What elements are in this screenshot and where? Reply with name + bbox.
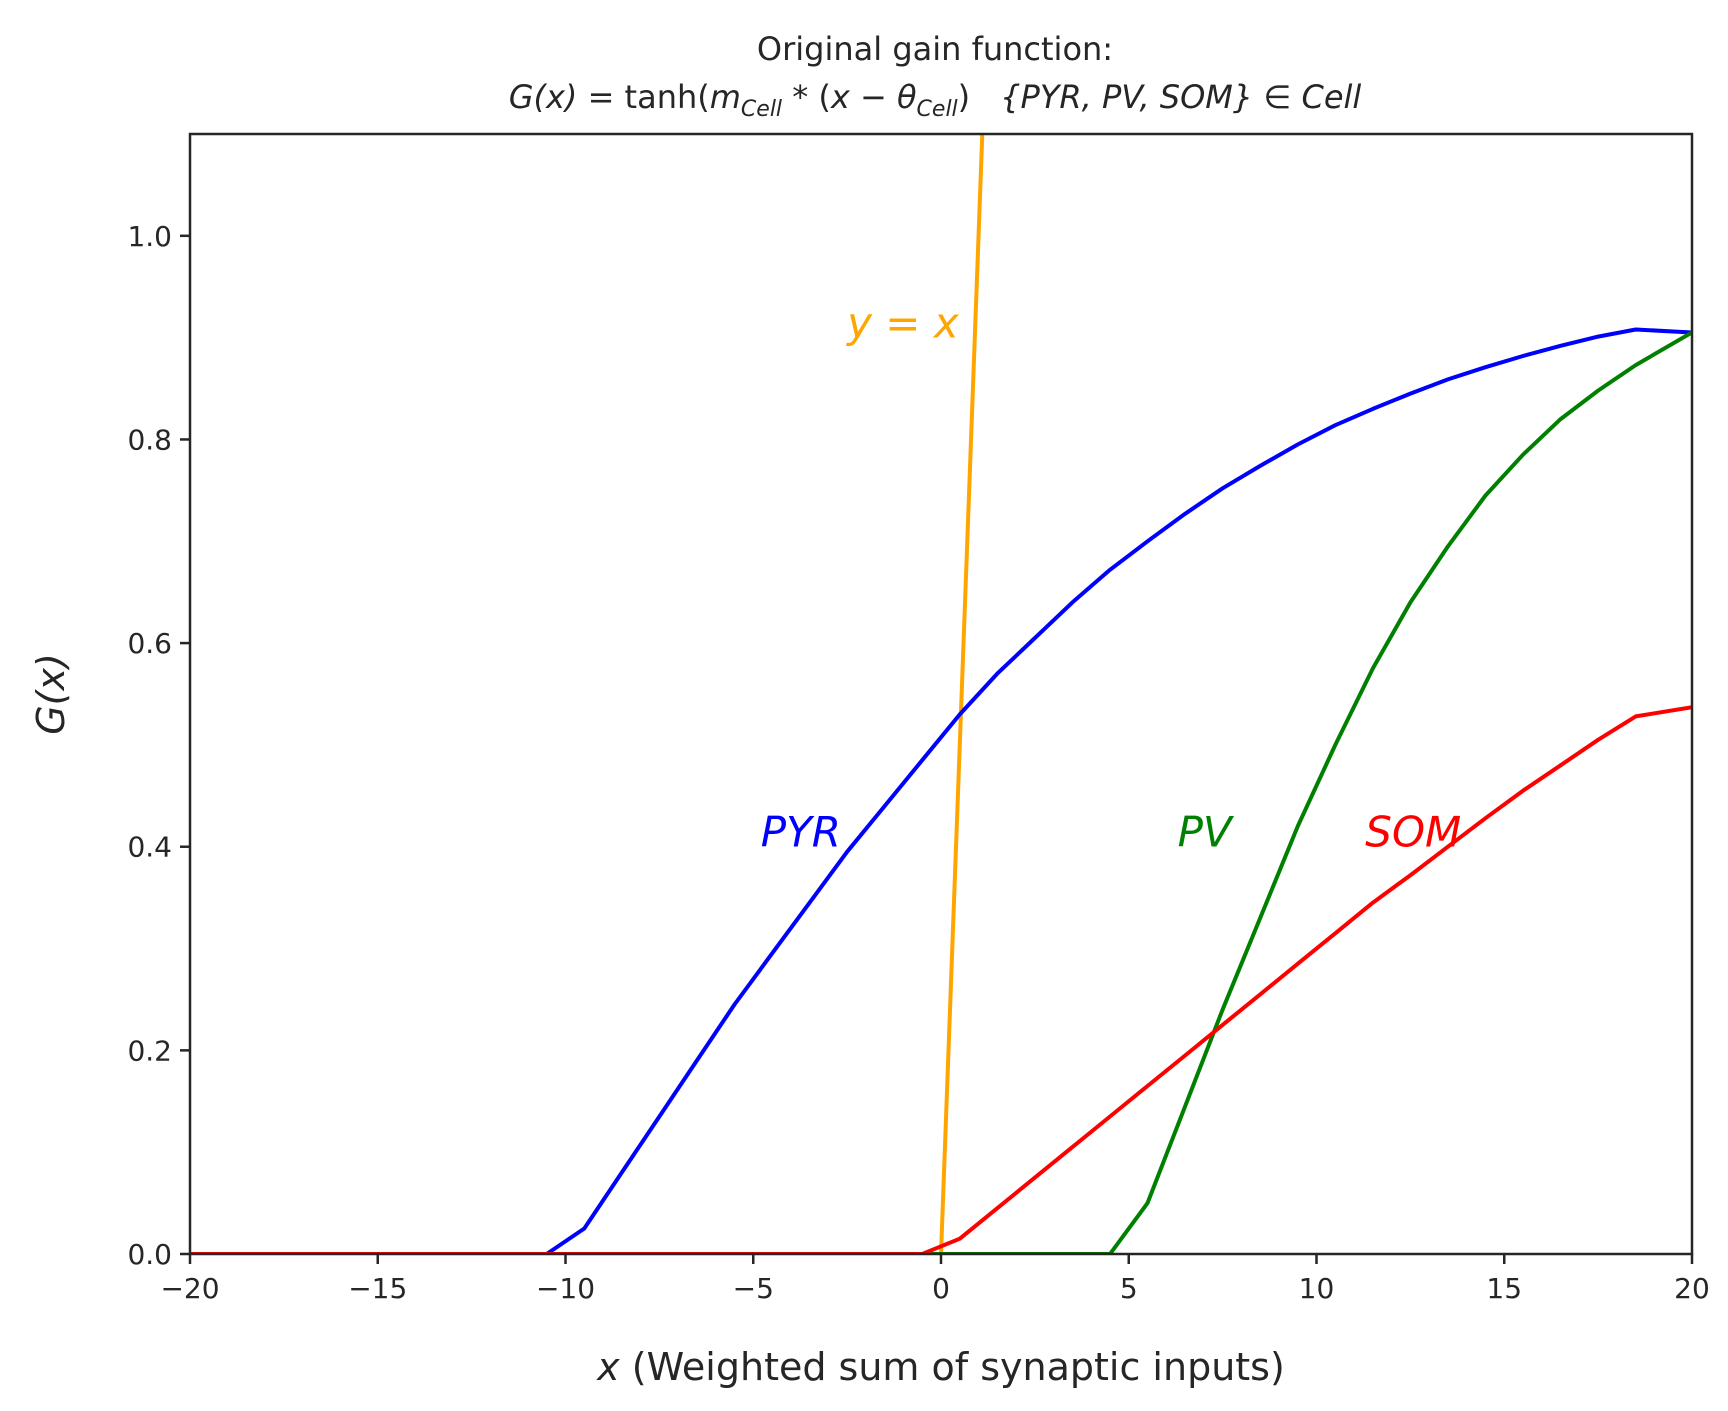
y-tick-label: 0.2 xyxy=(127,1034,172,1067)
annotation-layer: y = x PYR PV SOM xyxy=(761,299,1461,857)
series-line-som xyxy=(190,705,1692,1254)
subtitle-theta: θ xyxy=(897,78,917,116)
y-axis-label: G(x) xyxy=(29,653,73,735)
subtitle-cell-sub-1: Cell xyxy=(741,97,782,122)
series-layer xyxy=(190,134,1692,1254)
y-tick-label: 0.8 xyxy=(127,423,172,456)
subtitle-tanh: = tanh( xyxy=(577,78,709,116)
chart-subtitle: G(x) = tanh(mCell * (x − θCell) {PYR, PV,… xyxy=(509,78,1362,122)
x-tick-label: 5 xyxy=(1120,1272,1138,1305)
subtitle-star: * ( xyxy=(782,78,831,116)
x-axis-label-text: (Weighted sum of synaptic inputs) xyxy=(620,1345,1285,1389)
subtitle-m: m xyxy=(710,78,741,116)
x-tick-label: 10 xyxy=(1299,1272,1335,1305)
series-line-pyr xyxy=(190,327,1692,1254)
y-tick-label: 0.0 xyxy=(127,1238,172,1271)
subtitle-g-of-x: G(x) xyxy=(509,78,578,116)
series-line-y-x xyxy=(939,134,985,1254)
y-axis-ticks: 0.0 0.2 0.4 0.6 0.8 1.0 xyxy=(127,220,190,1271)
series-line-pv xyxy=(190,330,1692,1254)
x-axis-label: x (Weighted sum of synaptic inputs) xyxy=(596,1345,1285,1389)
x-tick-label: −20 xyxy=(160,1272,219,1305)
subtitle-cell-sub-2: Cell xyxy=(917,97,958,122)
series-label-som: SOM xyxy=(1365,808,1461,857)
x-tick-label: 20 xyxy=(1674,1272,1710,1305)
y-tick-label: 0.6 xyxy=(127,627,172,660)
subtitle-in-cell: ∈ Cell xyxy=(1253,78,1361,116)
subtitle-x: x xyxy=(830,78,851,116)
x-axis-ticks: −20 −15 −10 −5 0 5 10 15 20 xyxy=(160,1254,1710,1305)
x-tick-label: −15 xyxy=(348,1272,407,1305)
y-tick-label: 1.0 xyxy=(127,220,172,253)
chart-title: Original gain function: xyxy=(757,30,1113,68)
x-axis-label-var: x xyxy=(596,1345,620,1389)
series-label-pyr: PYR xyxy=(761,808,841,857)
subtitle-set: {PYR, PV, SOM} xyxy=(1000,78,1253,116)
series-label-y-x: y = x xyxy=(845,299,960,348)
subtitle-close: ) xyxy=(958,78,970,116)
x-tick-label: 15 xyxy=(1486,1272,1522,1305)
subtitle-minus: − xyxy=(850,78,897,116)
series-label-pv: PV xyxy=(1178,808,1235,857)
x-tick-label: 0 xyxy=(932,1272,950,1305)
y-tick-label: 0.4 xyxy=(127,831,172,864)
x-tick-label: −10 xyxy=(536,1272,595,1305)
x-tick-label: −5 xyxy=(733,1272,774,1305)
